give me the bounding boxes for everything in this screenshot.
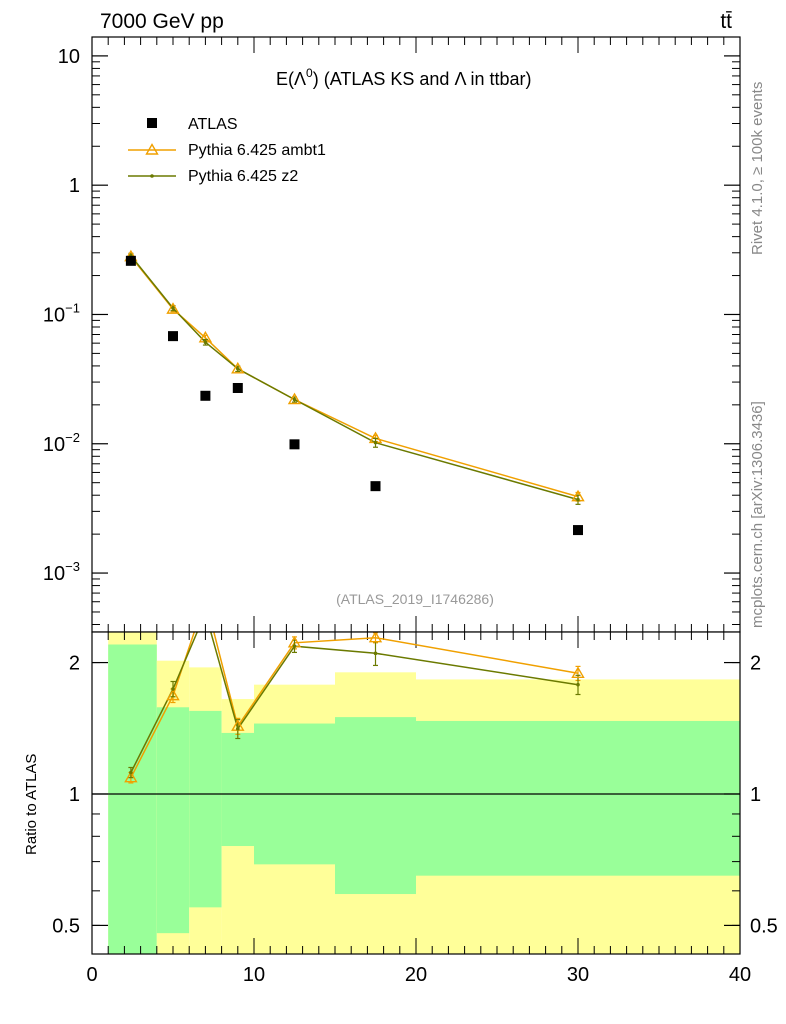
- analysis-id-label: (ATLAS_2019_I1746286): [336, 591, 494, 607]
- ratio-y-tick-label-left: 0.5: [52, 915, 80, 937]
- legend-label-z2: Pythia 6.425 z2: [188, 168, 298, 185]
- legend-label-ambt1: Pythia 6.425 ambt1: [188, 142, 326, 159]
- ratio-band-inner: [416, 720, 740, 876]
- ratio-z2-point: [129, 770, 133, 775]
- z2-point: [203, 340, 208, 345]
- atlas-data-point: [573, 525, 583, 536]
- x-tick-label: 20: [405, 964, 427, 986]
- main-axis-ticks: 10 1 10−1 10−2 10−3: [43, 37, 741, 632]
- z2-point: [292, 397, 297, 402]
- atlas-data-point: [168, 331, 178, 342]
- z2-point: [171, 306, 175, 310]
- ambt1-point: [231, 361, 245, 374]
- rivet-version-label: Rivet 4.1.0, ≥ 100k events: [749, 82, 766, 255]
- legend-marker-ambt1: [145, 143, 159, 155]
- mcplots-label: mcplots.cern.ch [arXiv:1306.3436]: [749, 401, 766, 628]
- ratio-axis-ticks: 2 2 1 1 0.5 0.5 0 10 20 30 40: [52, 632, 778, 986]
- z2-point: [373, 440, 378, 445]
- ratio-band-inner: [108, 644, 157, 954]
- atlas-data-point: [200, 390, 211, 401]
- plot-title: E(Λ0) (ATLAS KS and Λ in ttbar): [276, 66, 532, 89]
- ratio-band-inner: [221, 732, 254, 847]
- z2-point: [576, 497, 580, 502]
- ratio-band-inner: [156, 707, 190, 934]
- atlas-data-point: [289, 439, 300, 450]
- ratio-z2-point: [576, 682, 580, 687]
- ratio-band-inner: [335, 717, 416, 895]
- main-series-layer: [124, 249, 585, 536]
- x-tick-label: 10: [243, 964, 265, 986]
- main-plot-frame: [92, 37, 740, 632]
- main-panel: 10 1 10−1 10−2 10−3 E(Λ0) (ATLAS KS and Λ in…: [43, 36, 741, 633]
- ratio-z2-point: [373, 651, 378, 656]
- energy-label: 7000 GeV pp: [100, 10, 224, 33]
- ratio-y-tick-label-left: 2: [69, 653, 80, 675]
- ratio-y-tick-label-left: 1: [69, 784, 80, 806]
- ratio-ambt1-point: [571, 666, 585, 679]
- ratio-band-inner: [189, 710, 222, 908]
- main-y-tick-label: 10: [58, 46, 80, 68]
- main-y-tick-label: 10−2: [43, 430, 80, 456]
- legend-marker-z2: [150, 174, 154, 178]
- x-tick-label: 30: [567, 964, 589, 986]
- ratio-y-tick-label-right: 0.5: [750, 915, 778, 937]
- ratio-z2-point: [171, 687, 175, 691]
- atlas-data-point: [232, 382, 243, 393]
- main-y-tick-label: 10−1: [43, 300, 80, 326]
- ratio-uncertainty-bands: [108, 632, 740, 954]
- process-label: tt̄: [720, 10, 732, 33]
- ratio-ambt1-point: [124, 770, 138, 783]
- legend: ATLAS Pythia 6.425 ambt1 Pythia 6.425 z2: [128, 116, 326, 185]
- ambt1-point: [166, 302, 180, 314]
- ratio-y-axis-label: Ratio to ATLAS: [23, 754, 40, 855]
- ratio-y-tick-label-right: 1: [750, 784, 761, 806]
- main-y-tick-label: 1: [69, 175, 80, 197]
- ratio-panel: 2 2 1 1 0.5 0.5 0 10 20 30 40 Ratio to ATLAS: [23, 631, 778, 986]
- ratio-series-layer: [124, 632, 585, 784]
- ambt1-point: [287, 392, 302, 405]
- main-y-tick-label: 10−3: [43, 559, 80, 585]
- atlas-data-point: [125, 255, 136, 266]
- ratio-z2-point: [292, 644, 297, 649]
- ratio-z2-point: [236, 727, 240, 731]
- ratio-plot-border: [91, 631, 741, 955]
- ratio-ambt1-point: [368, 632, 383, 643]
- x-tick-label: 40: [729, 964, 751, 986]
- x-tick-label: 0: [86, 964, 97, 986]
- legend-marker-atlas: [147, 118, 157, 128]
- atlas-data-point: [370, 481, 381, 492]
- ratio-ambt1-point: [166, 688, 180, 701]
- ratio-y-tick-label-right: 2: [750, 653, 761, 675]
- z2-point: [236, 367, 240, 371]
- legend-label-atlas: ATLAS: [188, 116, 238, 133]
